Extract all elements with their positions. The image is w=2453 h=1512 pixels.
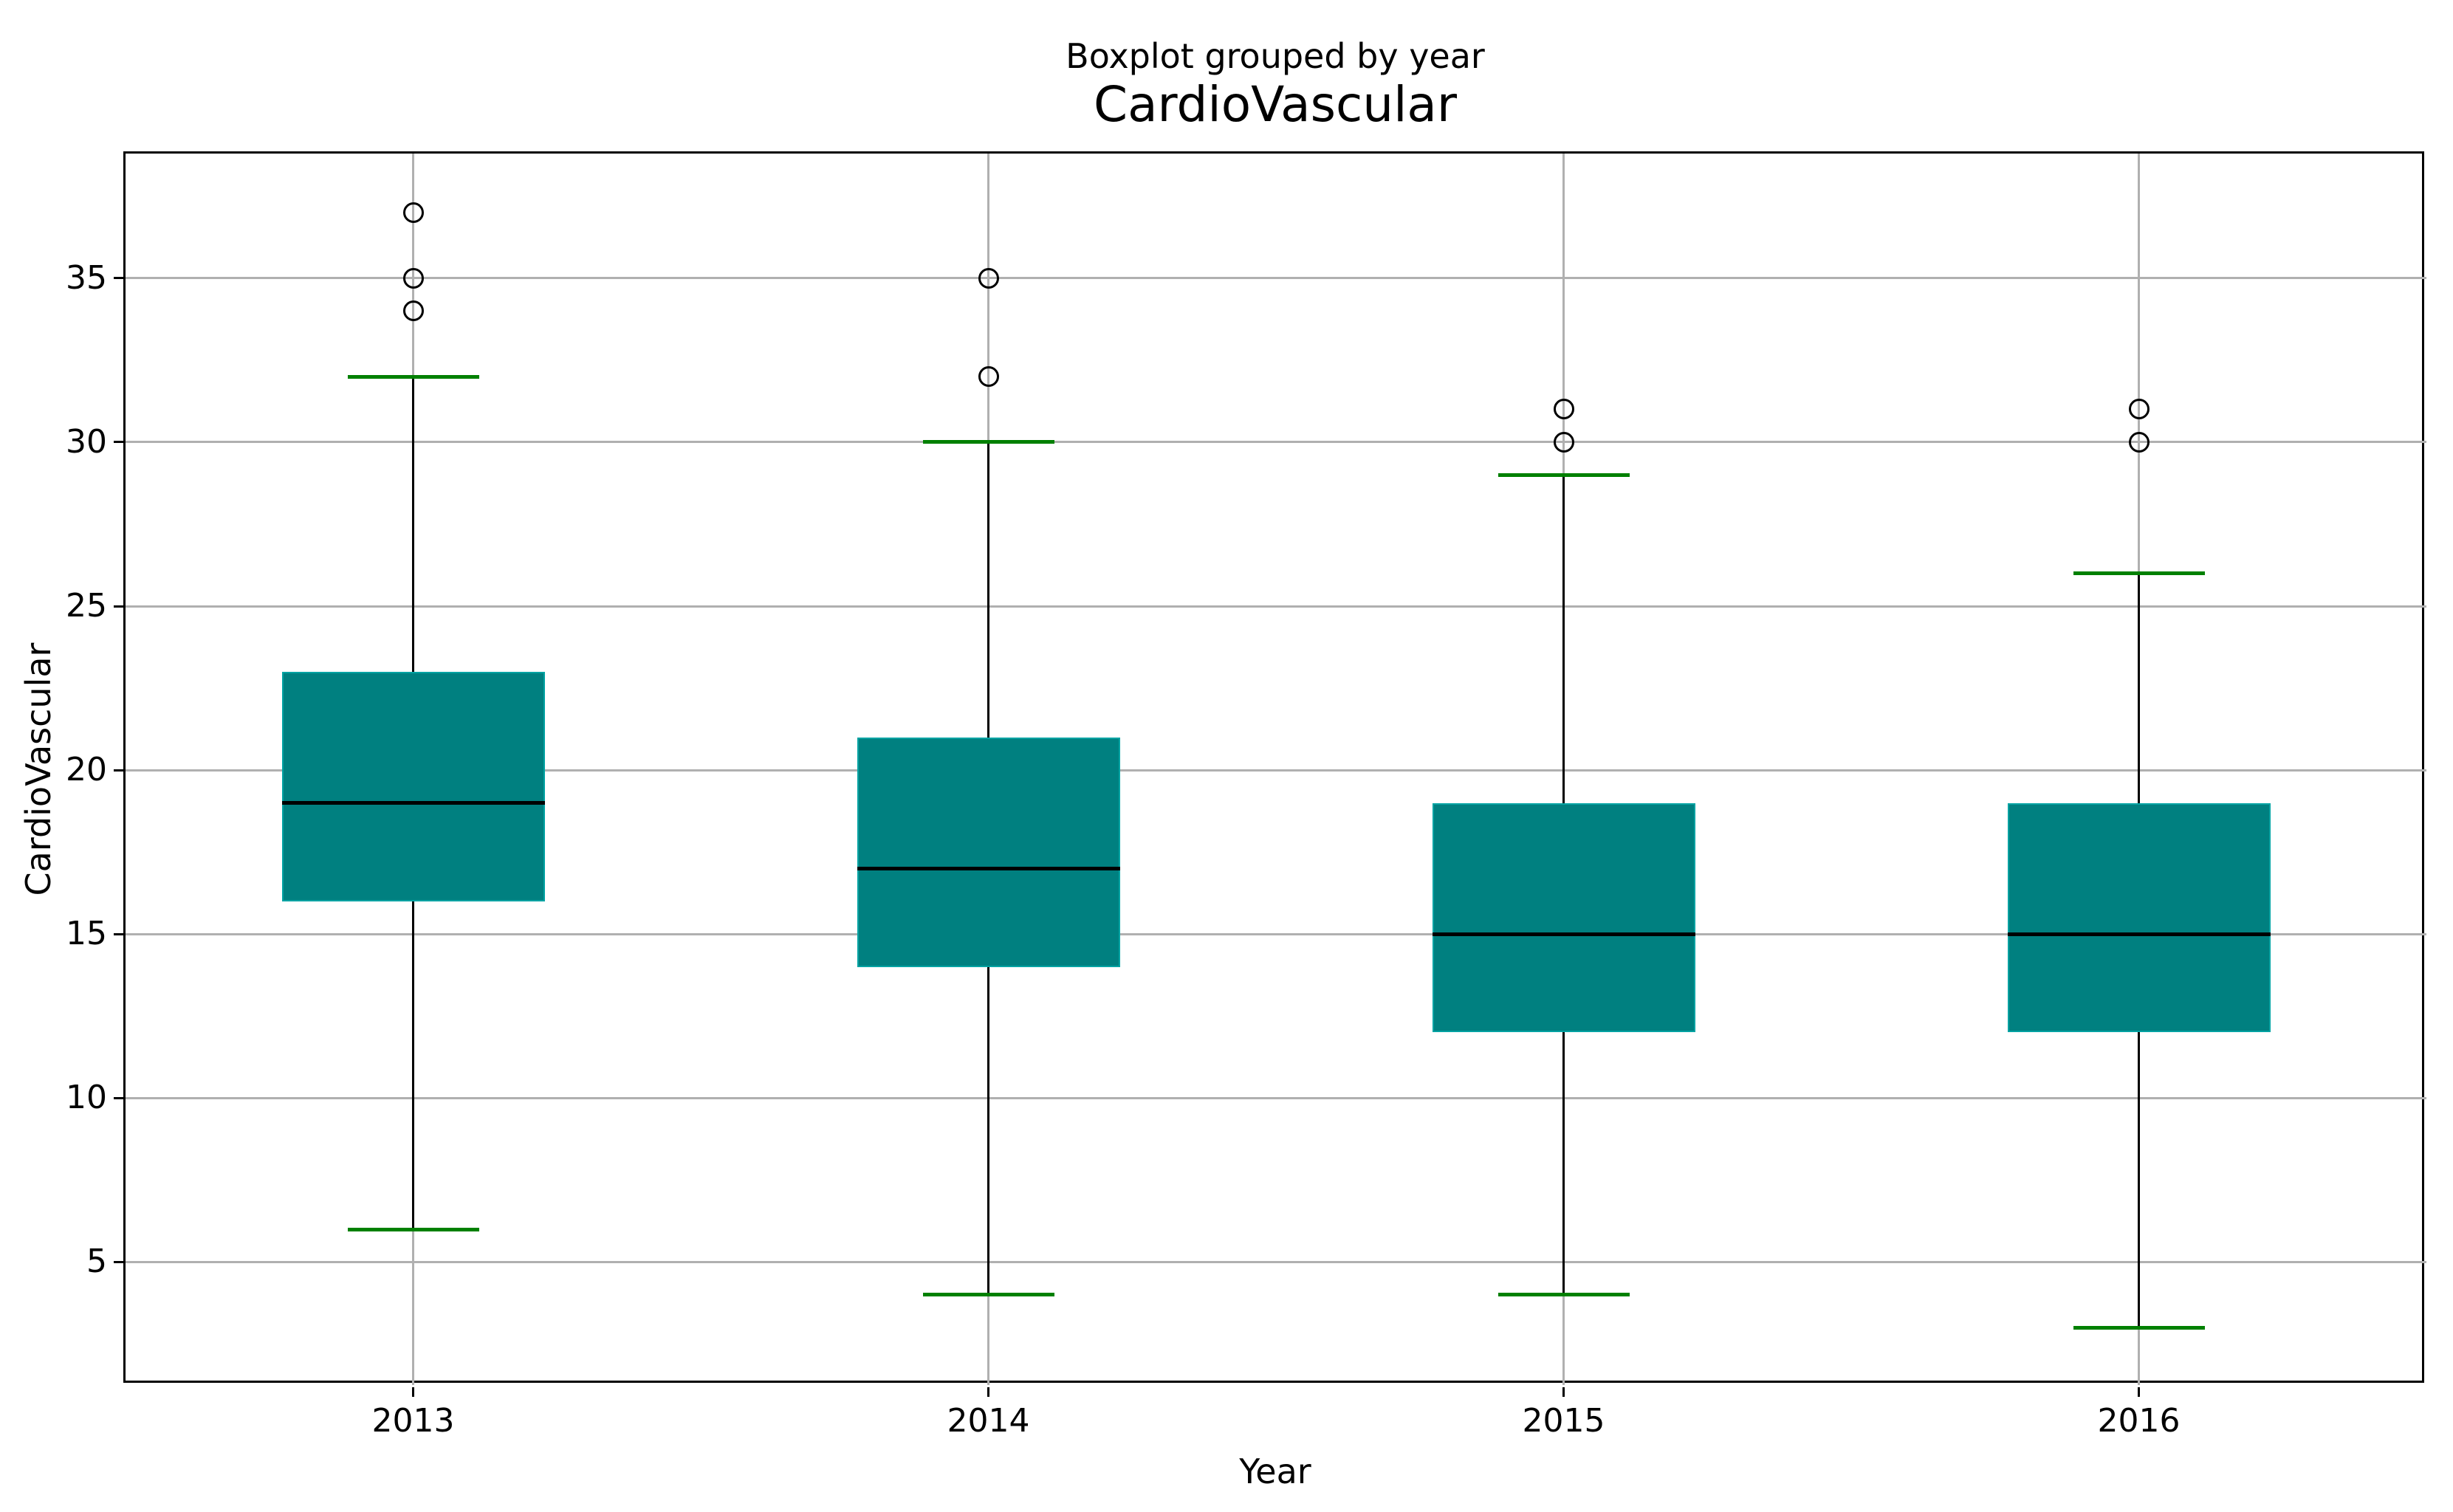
y-tick-25 xyxy=(114,605,123,608)
flier-2015-30 xyxy=(1553,431,1574,453)
cap-upper-2015 xyxy=(1497,472,1630,477)
box-2014 xyxy=(857,737,1120,967)
flier-2013-37 xyxy=(402,202,424,223)
x-tick-label-2013: 2013 xyxy=(371,1402,455,1440)
x-tick-2013 xyxy=(412,1387,414,1397)
cap-lower-2016 xyxy=(2073,1325,2205,1330)
median-2016 xyxy=(2007,932,2271,936)
cap-lower-2015 xyxy=(1497,1293,1630,1297)
whisker-lower-2013 xyxy=(412,901,414,1229)
gridline-y-25 xyxy=(126,605,2426,608)
flier-2013-35 xyxy=(402,267,424,289)
gridline-y-10 xyxy=(126,1096,2426,1099)
figure-suptitle: Boxplot grouped by year xyxy=(1066,36,1485,76)
y-tick-label-30: 30 xyxy=(66,422,107,461)
x-axis-label: Year xyxy=(1239,1451,1311,1491)
y-tick-5 xyxy=(114,1260,123,1263)
flier-2014-35 xyxy=(978,267,999,289)
whisker-lower-2016 xyxy=(2138,1032,2140,1328)
cap-lower-2013 xyxy=(347,1227,479,1231)
cap-lower-2014 xyxy=(922,1293,1054,1297)
y-tick-30 xyxy=(114,441,123,444)
whisker-lower-2014 xyxy=(987,966,989,1295)
y-tick-label-15: 15 xyxy=(66,915,107,953)
median-2014 xyxy=(857,866,1120,870)
box-2016 xyxy=(2007,803,2271,1033)
flier-2015-31 xyxy=(1553,399,1574,420)
median-2013 xyxy=(281,801,545,805)
median-2015 xyxy=(1432,932,1695,936)
y-tick-15 xyxy=(114,932,123,935)
flier-2016-30 xyxy=(2128,431,2150,453)
whisker-upper-2013 xyxy=(412,377,414,672)
box-2013 xyxy=(281,671,545,901)
x-tick-label-2016: 2016 xyxy=(2097,1402,2181,1440)
y-tick-label-35: 35 xyxy=(66,258,107,297)
whisker-upper-2016 xyxy=(2138,573,2140,803)
box-2015 xyxy=(1432,803,1695,1033)
x-tick-label-2014: 2014 xyxy=(947,1402,1030,1440)
y-tick-10 xyxy=(114,1096,123,1099)
x-tick-2015 xyxy=(1562,1387,1565,1397)
flier-2013-34 xyxy=(402,300,424,322)
flier-2016-31 xyxy=(2128,399,2150,420)
x-tick-2014 xyxy=(987,1387,989,1397)
y-tick-label-25: 25 xyxy=(66,587,107,625)
gridline-y-30 xyxy=(126,441,2426,444)
x-tick-label-2015: 2015 xyxy=(1522,1402,1605,1440)
x-tick-2016 xyxy=(2138,1387,2140,1397)
gridline-y-5 xyxy=(126,1260,2426,1263)
gridline-y-20 xyxy=(126,769,2426,772)
axes-title: CardioVascular xyxy=(1093,76,1457,133)
plot-area xyxy=(123,151,2424,1383)
whisker-upper-2014 xyxy=(987,441,989,738)
cap-upper-2014 xyxy=(922,440,1054,444)
cap-upper-2016 xyxy=(2073,571,2205,576)
whisker-upper-2015 xyxy=(1562,475,1565,803)
flier-2014-32 xyxy=(978,366,999,388)
y-tick-35 xyxy=(114,277,123,280)
y-tick-label-5: 5 xyxy=(86,1243,107,1281)
whisker-lower-2015 xyxy=(1562,1032,1565,1295)
y-tick-20 xyxy=(114,769,123,772)
gridline-y-15 xyxy=(126,932,2426,935)
y-tick-label-10: 10 xyxy=(66,1079,107,1117)
cap-upper-2013 xyxy=(347,374,479,379)
gridline-y-35 xyxy=(126,277,2426,280)
y-tick-label-20: 20 xyxy=(66,751,107,789)
